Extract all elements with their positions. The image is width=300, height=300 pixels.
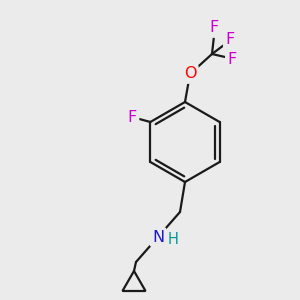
Text: F: F	[225, 32, 235, 47]
Text: F: F	[227, 52, 237, 67]
Text: N: N	[152, 230, 164, 244]
Text: H: H	[168, 232, 178, 247]
Text: F: F	[209, 20, 219, 35]
Text: F: F	[128, 110, 137, 124]
Text: O: O	[184, 67, 196, 82]
